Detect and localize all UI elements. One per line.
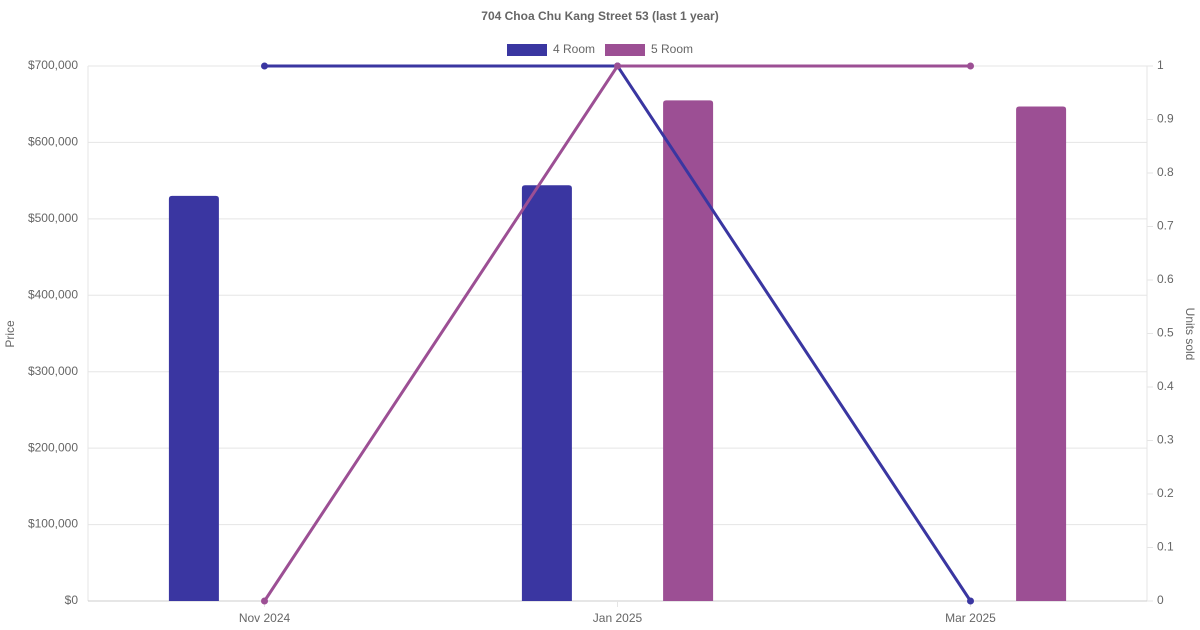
y-tick-label: $300,000 [28, 364, 78, 378]
y2-tick-label: 0.7 [1157, 219, 1174, 233]
y2-tick-label: 0.4 [1157, 379, 1174, 393]
y2-tick-label: 0.5 [1157, 326, 1174, 340]
y-tick-label: $600,000 [28, 135, 78, 149]
line [264, 64, 972, 602]
chart-title: 704 Choa Chu Kang Street 53 (last 1 year… [481, 9, 718, 23]
y2-tick-label: 0.6 [1157, 272, 1174, 286]
line-point [967, 62, 974, 70]
line-point [261, 597, 268, 605]
line-point [967, 597, 974, 605]
y2-axis-title: Units sold [1183, 308, 1197, 361]
x-tick-label: Jan 2025 [593, 611, 643, 625]
y2-tick-label: 0.9 [1157, 112, 1174, 126]
y-tick-label: $100,000 [28, 517, 78, 531]
y2-tick-label: 0.1 [1157, 540, 1174, 554]
y2-tick-label: 0.3 [1157, 433, 1174, 447]
legend-label: 5 Room [651, 42, 693, 56]
line-point [614, 62, 621, 70]
y-tick-label: $200,000 [28, 440, 78, 454]
bar [168, 195, 219, 601]
y2-tick-label: 1 [1157, 58, 1164, 72]
x-tick-label: Mar 2025 [945, 611, 996, 625]
bar [663, 100, 714, 602]
legend-swatch [507, 44, 547, 56]
y-tick-label: $500,000 [28, 211, 78, 225]
legend-label: 4 Room [553, 42, 595, 56]
y-axis-title: Price [3, 320, 17, 348]
y-tick-label: $400,000 [28, 287, 78, 301]
y-tick-label: $0 [65, 593, 79, 607]
line-point [261, 62, 268, 70]
legend-swatch [605, 44, 645, 56]
y2-tick-label: 0.8 [1157, 165, 1174, 179]
y-tick-label: $700,000 [28, 58, 78, 72]
y2-tick-label: 0.2 [1157, 486, 1174, 500]
x-tick-label: Nov 2024 [239, 611, 291, 625]
bar [1016, 106, 1067, 601]
y2-tick-label: 0 [1157, 593, 1164, 607]
bar [521, 185, 572, 601]
line [263, 64, 971, 602]
